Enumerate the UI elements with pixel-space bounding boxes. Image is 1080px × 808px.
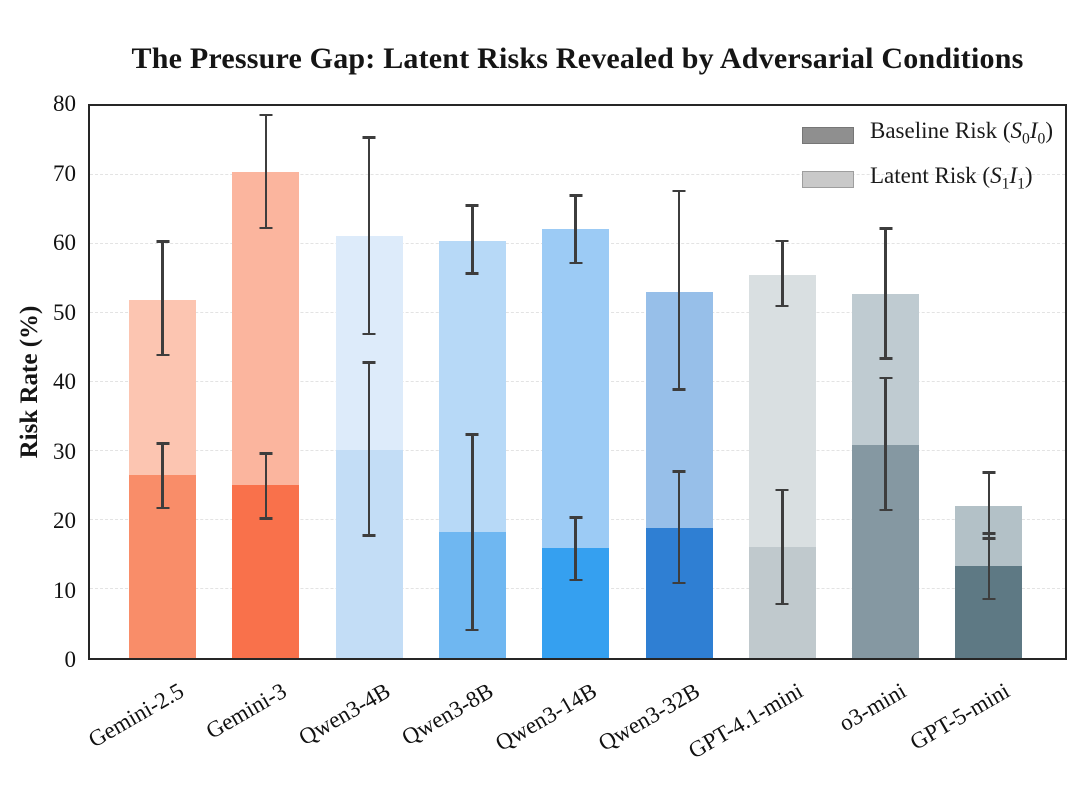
legend: Baseline Risk (S0I0) Latent Risk (S1I1) — [801, 118, 1053, 198]
legend-var-subscript: 1 — [1017, 175, 1025, 193]
legend-label-latent: Latent Risk (S1I1) — [870, 163, 1033, 198]
error-bar-cap — [569, 261, 583, 265]
legend-var-symbol: I — [1029, 118, 1038, 143]
error-bar-cap — [879, 357, 893, 360]
y-tick-label-40: 40 — [53, 369, 76, 394]
x-tick-label-Qwen3-8B: Qwen3-8B — [397, 678, 498, 751]
error-bar-cap — [879, 227, 893, 230]
legend-var-subscript: 0 — [1022, 130, 1030, 148]
legend-var-subscript: 1 — [1001, 175, 1010, 193]
error-bar-cap — [879, 376, 893, 380]
baseline-error-bar-Qwen3-8B — [465, 433, 479, 632]
error-bar-cap — [259, 517, 273, 520]
error-bar-cap — [362, 136, 376, 139]
y-tick-label-50: 50 — [53, 299, 76, 325]
x-tick-label-Gemini-2.5: Gemini-2.5 — [83, 678, 188, 753]
y-tick-label-30: 30 — [53, 438, 76, 464]
y-tick-label-10: 10 — [53, 577, 76, 603]
latent-error-bar-o3-mini — [879, 227, 893, 360]
y-tick-label-70: 70 — [53, 160, 76, 186]
latent-error-bar-Qwen3-32B — [672, 189, 686, 391]
latent-error-bar-Gemini-2.5 — [156, 240, 169, 357]
error-bar-cap — [775, 602, 789, 606]
error-bar-cap — [775, 304, 789, 308]
latent-error-bar-Qwen3-14B — [569, 194, 583, 265]
error-bar-cap — [982, 471, 996, 474]
latent-error-bar-GPT-5-mini — [982, 471, 996, 540]
chart-title: The Pressure Gap: Latent Risks Revealed … — [131, 42, 1024, 75]
baseline-error-bar-Gemini-3 — [259, 452, 273, 520]
error-bar-cap — [465, 272, 479, 275]
x-tick-label-Qwen3-14B: Qwen3-14B — [490, 678, 601, 756]
plot-area: Baseline Risk (S0I0) Latent Risk (S1I1) — [88, 104, 1067, 660]
legend-text-part: ) — [1045, 118, 1053, 143]
x-tick-label-Qwen3-4B: Qwen3-4B — [294, 678, 395, 751]
latent-error-bar-GPT-4.1-mini — [775, 239, 789, 308]
x-tick-label-GPT-5-mini: GPT-5-mini — [905, 678, 1014, 755]
legend-text-part: Latent Risk ( — [869, 162, 991, 188]
error-bar-cap — [156, 442, 169, 445]
error-bar-cap — [156, 240, 169, 243]
error-bar-cap — [465, 628, 479, 632]
error-bar-cap — [465, 204, 479, 207]
plot-inner — [90, 106, 1065, 658]
legend-item-baseline: Baseline Risk (S0I0) — [801, 118, 1053, 153]
error-bar-cap — [982, 597, 996, 601]
error-bar-cap — [672, 470, 686, 473]
error-bar-cap — [259, 452, 273, 455]
y-tick-label-60: 60 — [53, 230, 76, 255]
error-bar-cap — [672, 388, 686, 391]
legend-swatch-baseline — [801, 126, 854, 144]
legend-var-symbol: I — [1009, 162, 1018, 188]
error-bar-cap — [982, 532, 996, 535]
y-tick-label-80: 80 — [53, 91, 76, 116]
baseline-error-bar-Gemini-2.5 — [156, 442, 169, 510]
error-bar-cap — [569, 194, 583, 197]
error-bar-cap — [362, 361, 376, 364]
error-bar-cap — [775, 488, 789, 492]
y-tick-label-20: 20 — [53, 508, 76, 533]
latent-error-bar-Qwen3-8B — [465, 204, 479, 275]
error-bar-cap — [156, 353, 169, 357]
error-bar-cap — [259, 226, 273, 230]
gridline-70 — [90, 174, 1065, 175]
error-bar-cap — [156, 506, 169, 510]
legend-var-symbol: S — [990, 162, 1002, 188]
latent-error-bar-Gemini-3 — [259, 113, 273, 230]
error-bar-cap — [569, 516, 583, 519]
error-bar-cap — [465, 433, 479, 436]
x-tick-label-o3-mini: o3-mini — [835, 678, 911, 737]
error-bar-cap — [672, 189, 686, 193]
baseline-error-bar-o3-mini — [879, 376, 893, 512]
baseline-error-bar-GPT-5-mini — [982, 532, 996, 601]
error-bar-cap — [362, 534, 376, 537]
error-bar-cap — [569, 578, 583, 582]
y-tick-label-0: 0 — [64, 647, 77, 672]
legend-text-part: Baseline Risk ( — [869, 118, 1011, 143]
legend-text-part: ) — [1024, 162, 1033, 188]
baseline-error-bar-Qwen3-32B — [672, 470, 686, 585]
legend-swatch-latent — [801, 171, 854, 189]
legend-item-latent: Latent Risk (S1I1) — [801, 163, 1033, 198]
x-tick-label-GPT-4.1-mini: GPT-4.1-mini — [684, 678, 808, 764]
legend-label-baseline: Baseline Risk (S0I0) — [870, 118, 1053, 153]
baseline-error-bar-Qwen3-14B — [569, 516, 583, 582]
legend-var-symbol: S — [1010, 118, 1023, 143]
legend-var-subscript: 0 — [1037, 130, 1046, 148]
error-bar-cap — [259, 113, 273, 117]
baseline-error-bar-Qwen3-4B — [362, 361, 376, 537]
error-bar-cap — [672, 581, 686, 585]
latent-error-bar-Qwen3-4B — [362, 136, 376, 336]
x-tick-label-Gemini-3: Gemini-3 — [201, 678, 291, 744]
error-bar-cap — [362, 332, 376, 336]
baseline-error-bar-GPT-4.1-mini — [775, 488, 789, 606]
error-bar-cap — [775, 239, 789, 243]
error-bar-cap — [879, 508, 893, 512]
